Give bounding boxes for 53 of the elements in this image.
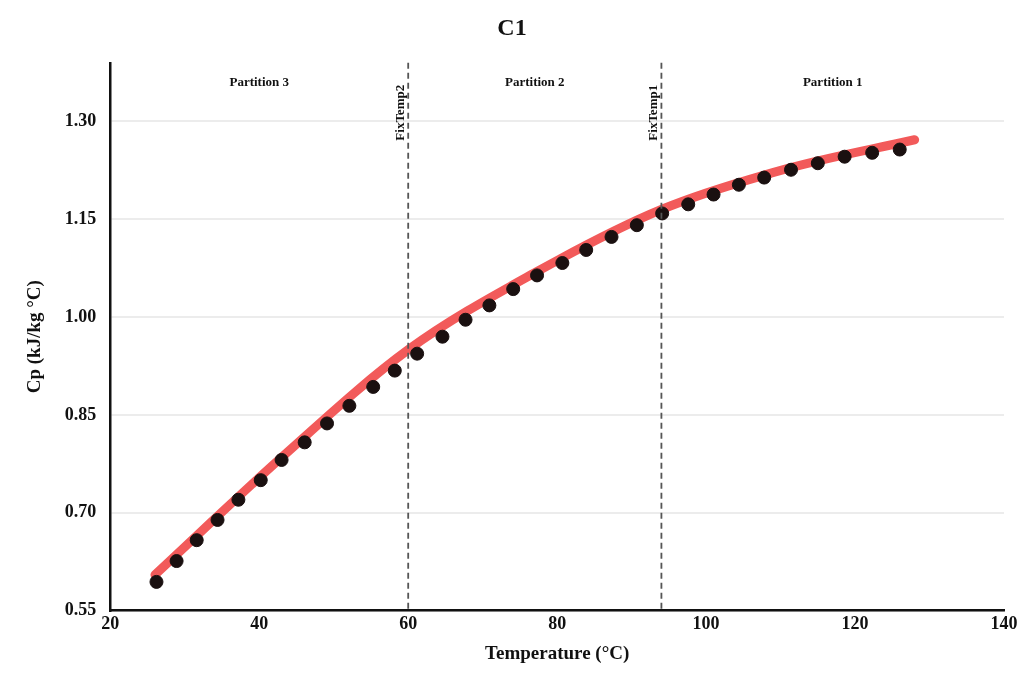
x-tick-label: 140 xyxy=(990,613,1018,634)
point xyxy=(731,177,746,192)
point xyxy=(810,156,825,171)
point xyxy=(604,229,619,244)
point xyxy=(297,435,312,450)
annotation: Partition 1 xyxy=(802,74,863,90)
point xyxy=(757,170,772,185)
y-axis-title: Cp (kJ/kg °C) xyxy=(23,280,46,394)
point xyxy=(706,187,721,202)
y-tick-label: 1.30 xyxy=(64,110,97,131)
point xyxy=(210,512,225,527)
point xyxy=(629,218,644,233)
annotation: Partition 3 xyxy=(229,74,290,90)
point xyxy=(506,282,521,297)
point xyxy=(530,268,545,283)
point xyxy=(555,256,570,271)
point xyxy=(410,346,425,361)
point xyxy=(320,416,335,431)
ref-line-label: FixTemp2 xyxy=(391,84,407,141)
point xyxy=(342,398,357,413)
ref-line-label: FixTemp1 xyxy=(644,84,660,141)
point xyxy=(482,298,497,313)
point xyxy=(253,473,268,488)
point xyxy=(231,492,246,507)
y-tick-label: 0.70 xyxy=(64,501,97,522)
point xyxy=(435,329,450,344)
y-tick-label: 1.00 xyxy=(64,305,97,326)
point xyxy=(681,197,696,212)
point xyxy=(149,574,164,589)
point xyxy=(366,379,381,394)
x-tick-label: 100 xyxy=(692,613,720,634)
point xyxy=(837,149,852,164)
x-tick-label: 40 xyxy=(250,613,269,634)
point xyxy=(892,142,907,157)
x-axis-title: Temperature (°C) xyxy=(485,641,630,664)
point xyxy=(169,554,184,569)
point xyxy=(387,363,402,378)
y-tick-label: 1.15 xyxy=(64,207,97,228)
y-tick-label: 0.85 xyxy=(64,403,97,424)
point xyxy=(274,452,289,467)
chart-title: C1 xyxy=(497,13,527,40)
point xyxy=(579,242,594,257)
x-tick-label: 120 xyxy=(841,613,869,634)
x-tick-label: 60 xyxy=(399,613,418,634)
point xyxy=(655,206,670,221)
point xyxy=(865,145,880,160)
point xyxy=(784,162,798,177)
point xyxy=(458,312,473,327)
x-tick-label: 80 xyxy=(548,613,567,634)
annotation: Partition 2 xyxy=(505,74,565,90)
y-tick-label: 0.55 xyxy=(64,599,97,620)
point xyxy=(189,533,204,548)
x-tick-label: 20 xyxy=(101,613,120,634)
